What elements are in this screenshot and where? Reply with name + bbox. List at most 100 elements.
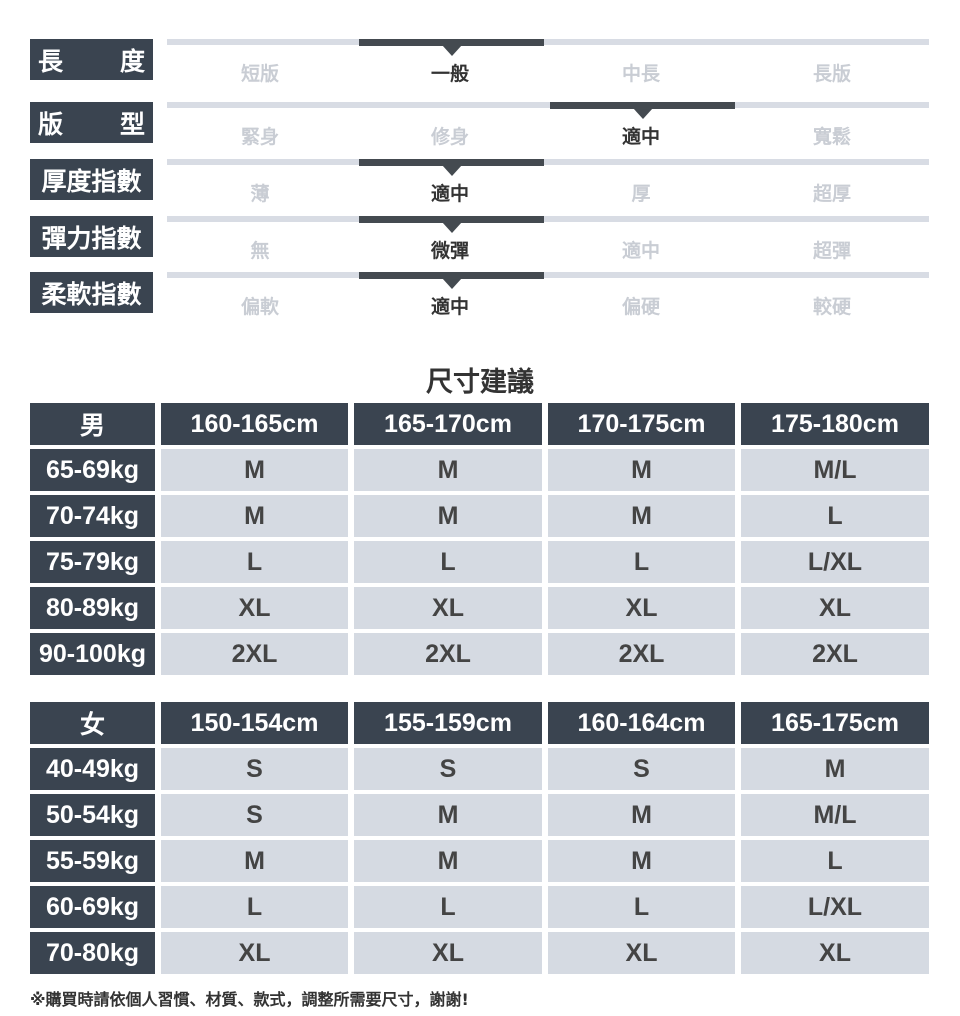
size-cell: M — [161, 495, 348, 537]
scale-option: 適中 — [621, 126, 660, 148]
gender-header: 男 — [30, 403, 155, 445]
scale-track — [167, 272, 929, 289]
attribute-label: 厚度指數 — [30, 159, 153, 200]
scale-option: 長版 — [812, 63, 851, 85]
scale-option: 超厚 — [812, 183, 851, 205]
height-header: 150-154cm — [161, 702, 348, 744]
size-cell: M — [354, 840, 542, 882]
scale-indicator — [359, 216, 544, 233]
scale-indicator — [359, 159, 544, 176]
scale-option: 偏硬 — [621, 296, 660, 318]
scale-track — [167, 216, 929, 233]
scale-indicator — [550, 102, 735, 119]
size-cell: M — [548, 449, 735, 491]
scale-option: 超彈 — [812, 240, 851, 262]
size-cell: M — [548, 495, 735, 537]
size-cell: S — [354, 748, 542, 790]
size-cell: 2XL — [741, 633, 929, 675]
scale-option: 微彈 — [430, 240, 469, 262]
footnote: ※購買時請依個人習慣、材質、款式，調整所需要尺寸，謝謝! — [30, 990, 469, 1009]
scale-option: 修身 — [430, 126, 469, 148]
scale-option: 較硬 — [812, 296, 851, 318]
attribute-label: 彈力指數 — [30, 216, 153, 257]
size-cell: XL — [161, 932, 348, 974]
size-cell: M — [548, 794, 735, 836]
attribute-label-char: 度 — [119, 46, 145, 76]
size-cell: M/L — [741, 794, 929, 836]
height-header: 165-170cm — [354, 403, 542, 445]
size-cell: L/XL — [741, 886, 929, 928]
weight-header: 70-80kg — [30, 932, 155, 974]
size-cell: XL — [354, 587, 542, 629]
size-cell: M — [354, 449, 542, 491]
attribute-label: 長度 — [30, 39, 153, 80]
size-cell: 2XL — [161, 633, 348, 675]
size-cell: S — [548, 748, 735, 790]
size-cell: XL — [161, 587, 348, 629]
size-cell: L — [354, 541, 542, 583]
weight-header: 60-69kg — [30, 886, 155, 928]
scale-option: 厚 — [631, 183, 651, 205]
size-cell: XL — [741, 932, 929, 974]
scale-indicator — [359, 39, 544, 56]
height-header: 160-164cm — [548, 702, 735, 744]
height-header: 165-175cm — [741, 702, 929, 744]
size-cell: M — [741, 748, 929, 790]
size-cell: L — [548, 886, 735, 928]
attribute-label-char: 版 — [38, 109, 64, 139]
scale-track — [167, 102, 929, 119]
size-cell: M — [354, 794, 542, 836]
scale-option: 無 — [250, 240, 270, 262]
size-cell: M — [161, 449, 348, 491]
height-header: 160-165cm — [161, 403, 348, 445]
weight-header: 65-69kg — [30, 449, 155, 491]
size-cell: 2XL — [354, 633, 542, 675]
size-cell: L — [354, 886, 542, 928]
scale-option: 適中 — [621, 240, 660, 262]
attribute-label-char: 長 — [38, 46, 64, 76]
weight-header: 40-49kg — [30, 748, 155, 790]
weight-header: 50-54kg — [30, 794, 155, 836]
scale-option: 適中 — [430, 296, 469, 318]
size-cell: XL — [741, 587, 929, 629]
size-cell: S — [161, 748, 348, 790]
weight-header: 55-59kg — [30, 840, 155, 882]
scale-track — [167, 159, 929, 176]
height-header: 170-175cm — [548, 403, 735, 445]
scale-track — [167, 39, 929, 56]
size-cell: M — [354, 495, 542, 537]
weight-header: 75-79kg — [30, 541, 155, 583]
attribute-label: 柔軟指數 — [30, 272, 153, 313]
scale-indicator — [359, 272, 544, 289]
size-cell: XL — [548, 587, 735, 629]
scale-option: 一般 — [430, 63, 469, 85]
size-cell: L — [161, 541, 348, 583]
size-cell: M — [548, 840, 735, 882]
scale-option: 寬鬆 — [812, 126, 851, 148]
scale-option: 偏軟 — [240, 296, 279, 318]
scale-option: 短版 — [240, 63, 279, 85]
size-cell: L — [548, 541, 735, 583]
height-header: 175-180cm — [741, 403, 929, 445]
height-header: 155-159cm — [354, 702, 542, 744]
weight-header: 90-100kg — [30, 633, 155, 675]
scale-option: 薄 — [250, 183, 270, 205]
size-cell: L/XL — [741, 541, 929, 583]
size-cell: S — [161, 794, 348, 836]
size-cell: L — [161, 886, 348, 928]
scale-option: 中長 — [621, 63, 660, 85]
attribute-label: 版型 — [30, 102, 153, 143]
size-cell: L — [741, 840, 929, 882]
section-title: 尺寸建議 — [426, 367, 534, 398]
size-cell: M/L — [741, 449, 929, 491]
size-cell: M — [161, 840, 348, 882]
scale-option: 緊身 — [240, 126, 279, 148]
gender-header: 女 — [30, 702, 155, 744]
attribute-label-char: 型 — [119, 109, 145, 139]
size-cell: L — [741, 495, 929, 537]
weight-header: 70-74kg — [30, 495, 155, 537]
size-cell: XL — [548, 932, 735, 974]
scale-option: 適中 — [430, 183, 469, 205]
weight-header: 80-89kg — [30, 587, 155, 629]
size-cell: 2XL — [548, 633, 735, 675]
